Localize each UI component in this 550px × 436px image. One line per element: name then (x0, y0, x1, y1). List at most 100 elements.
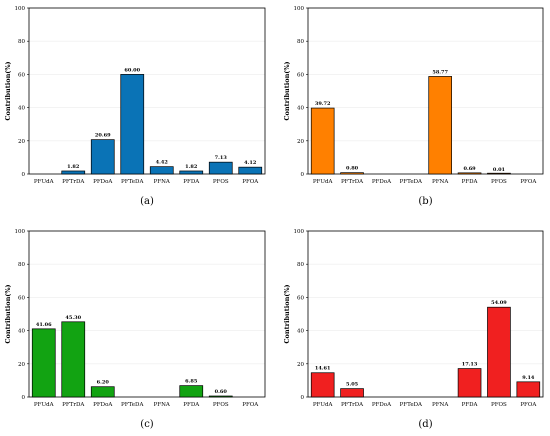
bar-pfuda (31, 328, 56, 398)
x-tick-label: PFTrDA (62, 179, 85, 185)
y-tick-label: 0 (301, 395, 305, 401)
x-tick-label: PFNA (154, 402, 171, 408)
bar-value-label: 9.14 (522, 375, 535, 381)
x-tick-label: PFOA (242, 179, 259, 185)
y-tick-label: 80 (18, 39, 25, 45)
x-tick-label: PFTrDA (62, 402, 85, 408)
x-tick-label: PFUdA (313, 179, 334, 185)
bar-pfos (487, 172, 511, 175)
y-tick-label: 20 (18, 139, 25, 145)
y-tick-label: 0 (22, 172, 26, 178)
x-tick-label: PFDoA (93, 179, 113, 185)
y-tick-label: 40 (18, 106, 25, 112)
y-tick-label: 80 (297, 262, 304, 268)
x-tick-label: PFTeDA (400, 179, 423, 185)
panel-label: (a) (140, 196, 154, 207)
bar-pfda (179, 385, 204, 398)
chart-panel-4: 0 20 40 60 80 100 Contribution(%) 14.61 PFUdA 5.0… (283, 229, 544, 430)
y-axis-label: Contribution(%) (4, 284, 12, 343)
y-tick-label: 100 (294, 6, 305, 12)
bar-pfuda (310, 372, 335, 398)
y-tick-label: 100 (294, 229, 305, 235)
x-tick-label: PFDoA (372, 179, 392, 185)
panel-label: (c) (140, 419, 154, 430)
bar-pftrda (340, 388, 364, 398)
x-tick-label: PFTrDA (341, 402, 364, 408)
x-tick-label: PFDoA (372, 402, 392, 408)
bar-pfoa (238, 166, 263, 175)
bar-pfteda (120, 74, 145, 175)
bar-pfos (208, 161, 233, 175)
x-tick-label: PFTrDA (341, 179, 364, 185)
bar-pfna (428, 76, 452, 175)
bar-pfdoa (90, 139, 115, 175)
y-tick-label: 80 (297, 39, 304, 45)
bar-value-label: 41.06 (36, 322, 52, 328)
bar-pftrda (61, 170, 86, 175)
bar-value-label: 39.72 (315, 101, 331, 107)
y-tick-label: 100 (15, 6, 26, 12)
x-tick-label: PFOS (213, 402, 229, 408)
bar-pfda (179, 170, 204, 175)
y-tick-label: 80 (18, 262, 25, 268)
bar-pftrda (340, 172, 364, 175)
x-tick-label: PFUdA (34, 402, 55, 408)
x-tick-label: PFNA (154, 179, 171, 185)
bar-value-label: 1.82 (67, 164, 80, 170)
bar-value-label: 60.00 (124, 67, 140, 73)
y-axis-label: Contribution(%) (4, 61, 12, 120)
chart-panel-3: 0 20 40 60 80 100 Contribution(%) 41.06 PFUdA 45.… (4, 229, 266, 430)
x-tick-label: PFDA (183, 402, 200, 408)
bar-value-label: 7.13 (215, 155, 228, 161)
y-tick-label: 40 (18, 329, 25, 335)
bar-value-label: 5.05 (346, 382, 359, 388)
x-tick-label: PFOS (213, 179, 229, 185)
x-tick-label: PFOA (520, 402, 537, 408)
bar-value-label: 0.60 (215, 389, 228, 395)
bar-value-label: 0.80 (346, 166, 359, 172)
x-tick-label: PFOS (491, 402, 507, 408)
y-tick-label: 20 (297, 362, 304, 368)
bar-value-label: 14.61 (315, 366, 331, 372)
y-tick-label: 100 (15, 229, 26, 235)
bar-value-label: 20.69 (95, 133, 111, 139)
bar-pfuda (310, 107, 335, 175)
panel-label: (b) (418, 196, 432, 207)
y-tick-label: 40 (297, 106, 304, 112)
y-axis-label: Contribution(%) (283, 284, 291, 343)
y-tick-label: 20 (18, 362, 25, 368)
bar-pfda (457, 368, 482, 398)
x-tick-label: PFTeDA (121, 402, 144, 408)
plot-frame (307, 230, 544, 398)
y-tick-label: 60 (297, 72, 304, 78)
bar-value-label: 1.82 (185, 164, 198, 170)
x-tick-label: PFOA (520, 179, 537, 185)
bar-value-label: 58.77 (432, 69, 448, 75)
x-tick-label: PFUdA (313, 402, 334, 408)
bar-pfdoa (90, 386, 115, 398)
bar-value-label: 4.42 (156, 160, 169, 166)
bar-pftrda (61, 321, 86, 398)
y-tick-label: 0 (301, 172, 305, 178)
bar-pfda (457, 172, 482, 175)
x-tick-label: PFTeDA (400, 402, 423, 408)
bar-value-label: 45.30 (65, 315, 81, 321)
x-tick-label: PFNA (432, 179, 449, 185)
bar-value-label: 54.09 (491, 300, 507, 306)
panel-label: (d) (418, 419, 432, 430)
x-tick-label: PFDA (183, 179, 200, 185)
bar-value-label: 17.13 (462, 362, 478, 368)
plot-frame (28, 7, 266, 175)
chart-panel-2: 0 20 40 60 80 100 Contribution(%) 39.72 PFUdA 0.8… (283, 6, 544, 207)
y-tick-label: 40 (297, 329, 304, 335)
bar-value-label: 6.85 (185, 379, 198, 385)
x-tick-label: PFDoA (93, 402, 113, 408)
bar-value-label: 4.12 (244, 160, 257, 166)
bar-pfoa (516, 381, 541, 398)
y-tick-label: 20 (297, 139, 304, 145)
x-tick-label: PFDA (462, 179, 479, 185)
y-tick-label: 0 (22, 395, 26, 401)
bar-pfna (149, 166, 174, 175)
bar-value-label: 0.69 (463, 166, 476, 172)
y-tick-label: 60 (18, 295, 25, 301)
